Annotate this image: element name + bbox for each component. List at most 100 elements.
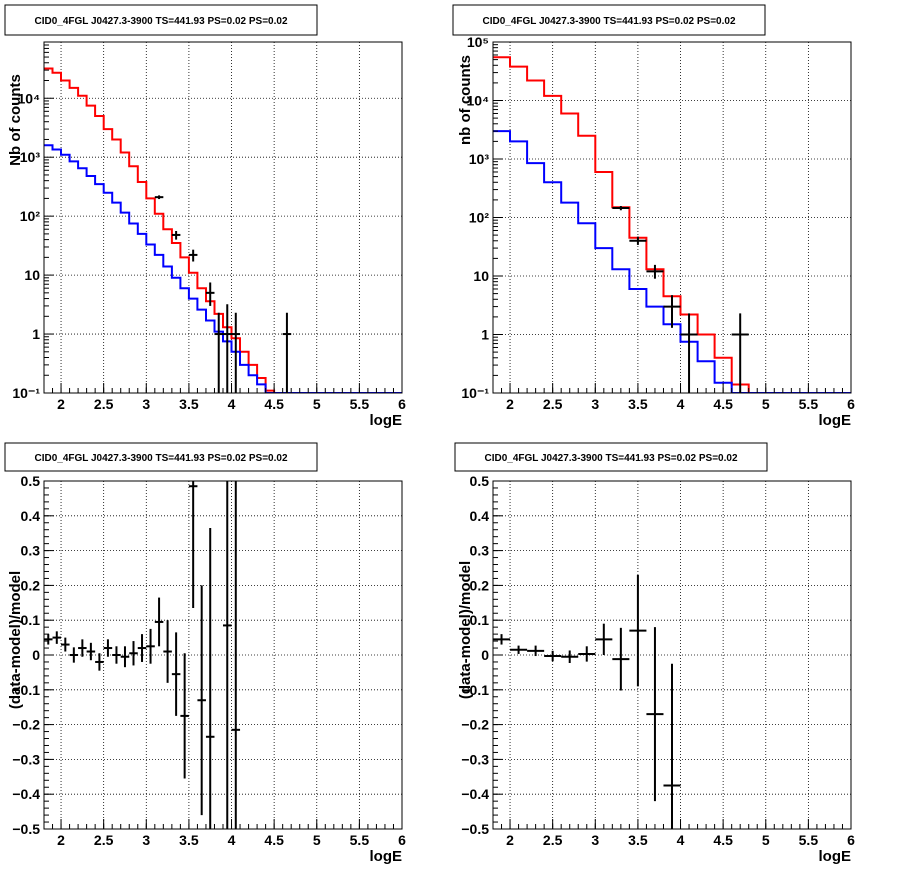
x-tick-label: 5 bbox=[313, 396, 321, 412]
total-model-histogram bbox=[493, 56, 851, 393]
chart-panel-1: CID0_4FGL J0427.3-3900 TS=441.93 PS=0.02… bbox=[4, 4, 406, 429]
x-tick-label: 5.5 bbox=[799, 832, 819, 848]
residual-point bbox=[103, 639, 113, 657]
residual-point bbox=[223, 481, 232, 829]
y-tick-label: 10² bbox=[469, 210, 490, 226]
data-point bbox=[629, 236, 647, 245]
x-tick-label: 3.5 bbox=[628, 832, 648, 848]
grid bbox=[44, 481, 402, 829]
x-tick-label: 3.5 bbox=[628, 396, 648, 412]
residual-point bbox=[595, 623, 613, 655]
data-point bbox=[612, 206, 630, 211]
data-point bbox=[646, 264, 664, 279]
residual-point bbox=[561, 650, 579, 664]
data-point bbox=[282, 312, 292, 393]
x-tick-label: 3 bbox=[591, 832, 599, 848]
plot-frame bbox=[492, 41, 852, 394]
x-tick-label: 3 bbox=[591, 396, 599, 412]
y-tick-label: 1 bbox=[32, 326, 40, 342]
y-tick-label: 0.2 bbox=[470, 577, 490, 593]
residual-point bbox=[544, 650, 562, 662]
y-axis-label: nb of counts bbox=[457, 55, 474, 145]
y-tick-label: −0.1 bbox=[461, 682, 489, 698]
chart-panel-2: CID0_4FGL J0427.3-3900 TS=441.93 PS=0.02… bbox=[452, 4, 855, 429]
residual-point bbox=[205, 527, 215, 829]
x-tick-label: 2 bbox=[57, 832, 65, 848]
x-tick-label: 2 bbox=[57, 396, 65, 412]
x-tick-label: 4.5 bbox=[264, 396, 284, 412]
residual-point bbox=[44, 634, 53, 645]
residual-point bbox=[154, 597, 164, 647]
x-tick-label: 3.5 bbox=[179, 396, 199, 412]
y-axis-label: (data-model)/model bbox=[457, 561, 474, 699]
residual-point bbox=[112, 646, 121, 664]
y-tick-label: 0.5 bbox=[21, 473, 41, 489]
y-tick-label: 0.3 bbox=[470, 543, 490, 559]
y-tick-label: 0 bbox=[32, 647, 40, 663]
x-tick-label: 3 bbox=[142, 832, 150, 848]
residual-point bbox=[197, 585, 206, 816]
y-tick-label: 1 bbox=[481, 327, 489, 343]
y-tick-label: −0.2 bbox=[12, 717, 40, 733]
data-point bbox=[223, 304, 232, 393]
x-axis-label: logE bbox=[819, 412, 852, 429]
x-tick-label: 2.5 bbox=[94, 396, 114, 412]
y-axis-label: (data-model)/model bbox=[7, 571, 24, 709]
source-model-histogram bbox=[44, 144, 402, 393]
x-tick-label: 5 bbox=[762, 832, 770, 848]
residual-point bbox=[188, 481, 198, 609]
y-axis: −0.5 −0.4 −0.3 −0.2 −0.1 0 0.1 0.2 0.3 0.4 0.5 (dat… bbox=[457, 473, 503, 837]
y-tick-label: −0.5 bbox=[12, 821, 40, 837]
x-tick-label: 6 bbox=[847, 832, 855, 848]
y-tick-label: 0.4 bbox=[470, 508, 490, 524]
grid bbox=[493, 42, 851, 393]
y-tick-label: 10⁴ bbox=[18, 90, 41, 106]
x-axis-label: logE bbox=[370, 412, 403, 429]
x-tick-label: 3 bbox=[142, 396, 150, 412]
y-tick-label: −0.2 bbox=[461, 717, 489, 733]
residual-point bbox=[86, 642, 96, 661]
chart-title: CID0_4FGL J0427.3-3900 TS=441.93 PS=0.02… bbox=[4, 4, 318, 36]
y-tick-label: 0.1 bbox=[470, 612, 490, 628]
y-tick-label: 10⁻¹ bbox=[12, 385, 40, 401]
total-model-histogram bbox=[44, 67, 402, 393]
x-tick-label: 6 bbox=[847, 396, 855, 412]
residual-point bbox=[231, 481, 241, 829]
chart-title-text: CID0_4FGL J0427.3-3900 TS=441.93 PS=0.02… bbox=[34, 16, 287, 27]
chart-title-text: CID0_4FGL J0427.3-3900 TS=441.93 PS=0.02… bbox=[34, 453, 287, 464]
y-tick-label: −0.5 bbox=[461, 821, 489, 837]
residual-point bbox=[61, 637, 70, 652]
residual-point bbox=[493, 634, 511, 645]
x-tick-label: 2.5 bbox=[543, 396, 563, 412]
residual-point bbox=[78, 639, 87, 657]
y-tick-label: −0.4 bbox=[12, 786, 40, 802]
y-tick-label: 10⁵ bbox=[467, 34, 489, 50]
plot-frame bbox=[43, 480, 403, 830]
data-point bbox=[680, 313, 698, 393]
x-tick-label: 5 bbox=[762, 396, 770, 412]
x-tick-label: 5.5 bbox=[350, 396, 370, 412]
x-tick-label: 4.5 bbox=[264, 832, 284, 848]
x-tick-label: 3.5 bbox=[179, 832, 199, 848]
residual-point bbox=[578, 646, 596, 662]
y-axis: 10⁻¹ 1 10 10² 10³ 10⁴ 10⁵ nb of counts bbox=[457, 34, 503, 401]
data-point bbox=[205, 282, 215, 306]
x-tick-label: 4.5 bbox=[713, 832, 733, 848]
chart-title-text: CID0_4FGL J0427.3-3900 TS=441.93 PS=0.02… bbox=[482, 16, 735, 27]
residual-point bbox=[95, 653, 104, 671]
y-tick-label: 10³ bbox=[20, 149, 41, 165]
residual-point bbox=[180, 653, 189, 779]
chart-panel-4: CID0_4FGL J0427.3-3900 TS=441.93 PS=0.02… bbox=[454, 442, 855, 865]
y-tick-label: 0.4 bbox=[21, 508, 41, 524]
data-point bbox=[188, 249, 198, 262]
residual-point bbox=[612, 627, 630, 691]
y-tick-label: −0.4 bbox=[461, 786, 489, 802]
y-tick-label: 10⁴ bbox=[467, 93, 490, 109]
residual-point bbox=[510, 645, 528, 654]
x-tick-label: 4 bbox=[228, 832, 236, 848]
residual-point bbox=[163, 620, 172, 683]
y-tick-label: 0.2 bbox=[21, 577, 41, 593]
